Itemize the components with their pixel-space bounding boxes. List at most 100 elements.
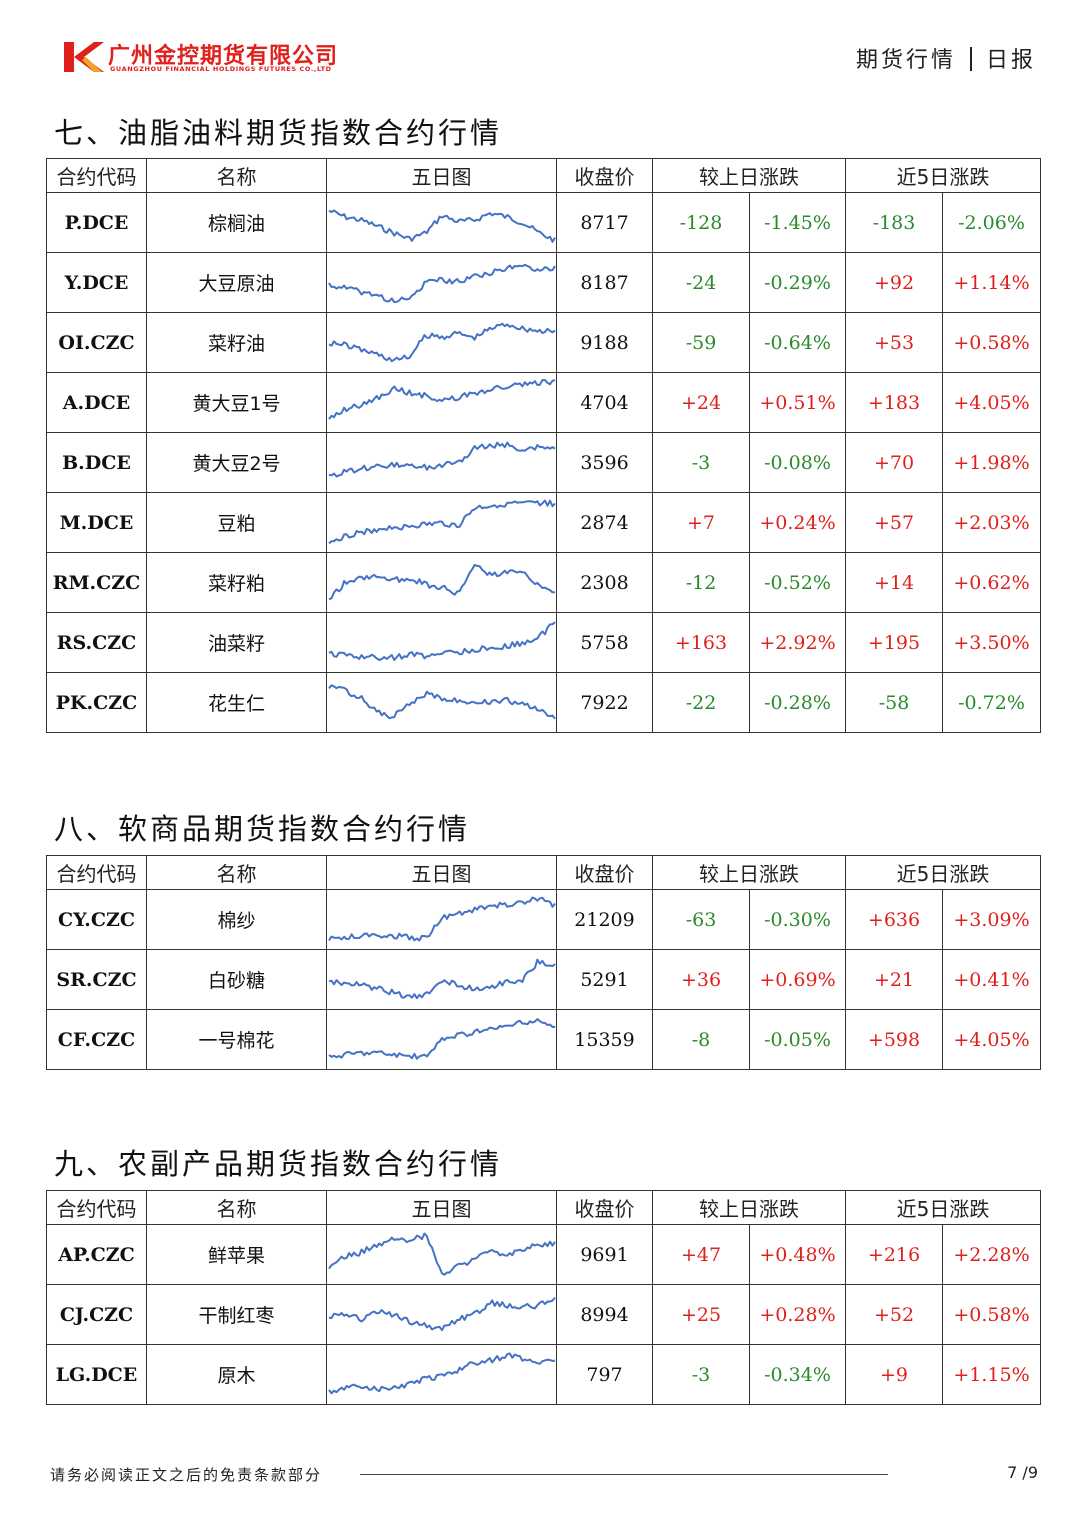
table-row: PK.CZC 花生仁 7922 -22 -0.28% -58 -0.72% bbox=[46, 672, 1042, 733]
five-day-change-percent: +4.05% bbox=[941, 372, 1042, 433]
contract-code: B.DCE bbox=[46, 432, 147, 493]
five-day-change-value: +9 bbox=[845, 1344, 943, 1405]
day-change-value: +36 bbox=[652, 949, 750, 1010]
day-change-value: -12 bbox=[652, 552, 750, 613]
table-row: A.DCE 黄大豆1号 4704 +24 +0.51% +183 +4.05% bbox=[46, 372, 1042, 433]
day-change-value: +163 bbox=[652, 612, 750, 673]
day-change-percent: +0.24% bbox=[749, 492, 846, 553]
five-day-change-value: +52 bbox=[845, 1284, 943, 1345]
contract-name: 菜籽粕 bbox=[146, 552, 327, 613]
five-day-change-value: +636 bbox=[845, 889, 943, 950]
contract-name: 黄大豆1号 bbox=[146, 372, 327, 433]
five-day-change-percent: -2.06% bbox=[941, 192, 1042, 253]
sparkline bbox=[328, 1352, 556, 1395]
five-day-chart bbox=[326, 492, 557, 553]
sparkline-path bbox=[328, 958, 556, 1000]
five-day-change-value: +14 bbox=[845, 552, 943, 613]
company-name-cn: 广州金控期货有限公司 bbox=[108, 44, 339, 69]
contract-code: SR.CZC bbox=[46, 949, 147, 1010]
close-price: 797 bbox=[556, 1344, 653, 1405]
five-day-chart bbox=[326, 672, 557, 733]
close-price: 3596 bbox=[556, 432, 653, 493]
contract-code: CY.CZC bbox=[46, 889, 147, 950]
five-day-chart bbox=[326, 1009, 557, 1070]
disclaimer-note: 请务必阅读正文之后的免责条款部分 bbox=[50, 1466, 323, 1484]
sparkline-path bbox=[328, 322, 556, 363]
contract-name: 大豆原油 bbox=[146, 252, 327, 313]
day-change-value: +25 bbox=[652, 1284, 750, 1345]
table-row: B.DCE 黄大豆2号 3596 -3 -0.08% +70 +1.98% bbox=[46, 432, 1042, 493]
contract-name: 豆粕 bbox=[146, 492, 327, 553]
section-title-oils: 七、油脂油料期货指数合约行情 bbox=[54, 116, 503, 150]
header-divider bbox=[969, 47, 972, 71]
five-day-change-percent: +0.58% bbox=[941, 312, 1042, 373]
close-price: 2308 bbox=[556, 552, 653, 613]
section-title-softs: 八、软商品期货指数合约行情 bbox=[54, 812, 471, 846]
col-day-change: 较上日涨跌 bbox=[652, 1190, 846, 1225]
five-day-chart bbox=[326, 889, 557, 950]
five-day-change-value: +57 bbox=[845, 492, 943, 553]
table-row: RM.CZC 菜籽粕 2308 -12 -0.52% +14 +0.62% bbox=[46, 552, 1042, 613]
day-change-percent: -0.52% bbox=[749, 552, 846, 613]
five-day-change-percent: -0.72% bbox=[941, 672, 1042, 733]
contract-name: 棕榈油 bbox=[146, 192, 327, 253]
company-name-en: GUANGZHOU FINANCIAL HOLDINGS FUTURES CO.… bbox=[110, 65, 332, 73]
col-chart: 五日图 bbox=[326, 158, 557, 193]
quotes-table-softs: 合约代码 名称 五日图 收盘价 较上日涨跌 近5日涨跌 CY.CZC 棉纱 21209 -63 -0… bbox=[46, 855, 1042, 1070]
col-close: 收盘价 bbox=[556, 855, 653, 890]
contract-code: RM.CZC bbox=[46, 552, 147, 613]
five-day-chart bbox=[326, 192, 557, 253]
contract-code: LG.DCE bbox=[46, 1344, 147, 1405]
sparkline-path bbox=[328, 263, 556, 304]
five-day-change-value: -183 bbox=[845, 192, 943, 253]
page-header: 广州金控期货有限公司 GUANGZHOU FINANCIAL HOLDINGS … bbox=[0, 0, 1080, 95]
sparkline-path bbox=[328, 621, 556, 661]
sparkline-path bbox=[328, 1296, 556, 1332]
footer-rule bbox=[360, 1474, 888, 1475]
five-day-change-percent: +0.41% bbox=[941, 949, 1042, 1010]
day-change-value: +24 bbox=[652, 372, 750, 433]
page-number: 7 /9 bbox=[1007, 1463, 1038, 1482]
contract-name: 菜籽油 bbox=[146, 312, 327, 373]
sparkline-path bbox=[328, 896, 556, 942]
contract-code: CF.CZC bbox=[46, 1009, 147, 1070]
col-five-day-change: 近5日涨跌 bbox=[844, 855, 1042, 890]
table-header: 合约代码 名称 五日图 收盘价 较上日涨跌 近5日涨跌 bbox=[46, 1190, 1042, 1225]
day-change-percent: +0.48% bbox=[749, 1224, 846, 1285]
day-change-value: +47 bbox=[652, 1224, 750, 1285]
company-logo: 广州金控期货有限公司 GUANGZHOU FINANCIAL HOLDINGS … bbox=[64, 40, 364, 80]
day-change-percent: -0.28% bbox=[749, 672, 846, 733]
day-change-percent: -0.34% bbox=[749, 1344, 846, 1405]
day-change-value: -63 bbox=[652, 889, 750, 950]
table-row: LG.DCE 原木 797 -3 -0.34% +9 +1.15% bbox=[46, 1344, 1042, 1405]
col-close: 收盘价 bbox=[556, 158, 653, 193]
contract-name: 干制红枣 bbox=[146, 1284, 327, 1345]
quotes-table-agri: 合约代码 名称 五日图 收盘价 较上日涨跌 近5日涨跌 AP.CZC 鲜苹果 9691 +47 +0… bbox=[46, 1190, 1042, 1405]
doc-frequency: 日报 bbox=[985, 48, 1036, 73]
table-row: OI.CZC 菜籽油 9188 -59 -0.64% +53 +0.58% bbox=[46, 312, 1042, 373]
table-row: CF.CZC 一号棉花 15359 -8 -0.05% +598 +4.05% bbox=[46, 1009, 1042, 1070]
col-name: 名称 bbox=[146, 855, 327, 890]
day-change-value: +7 bbox=[652, 492, 750, 553]
sparkline bbox=[328, 263, 556, 304]
day-change-percent: -0.29% bbox=[749, 252, 846, 313]
five-day-chart bbox=[326, 252, 557, 313]
table-header: 合约代码 名称 五日图 收盘价 较上日涨跌 近5日涨跌 bbox=[46, 855, 1042, 890]
contract-code: OI.CZC bbox=[46, 312, 147, 373]
sparkline-path bbox=[328, 564, 556, 601]
col-close: 收盘价 bbox=[556, 1190, 653, 1225]
sparkline bbox=[328, 209, 556, 243]
five-day-chart bbox=[326, 949, 557, 1010]
five-day-change-percent: +4.05% bbox=[941, 1009, 1042, 1070]
day-change-value: -128 bbox=[652, 192, 750, 253]
table-row: Y.DCE 大豆原油 8187 -24 -0.29% +92 +1.14% bbox=[46, 252, 1042, 313]
day-change-value: -24 bbox=[652, 252, 750, 313]
contract-code: P.DCE bbox=[46, 192, 147, 253]
day-change-value: -3 bbox=[652, 1344, 750, 1405]
day-change-percent: +0.51% bbox=[749, 372, 846, 433]
day-change-percent: +2.92% bbox=[749, 612, 846, 673]
sparkline-path bbox=[328, 209, 556, 243]
sparkline bbox=[328, 1232, 556, 1276]
day-change-percent: -0.64% bbox=[749, 312, 846, 373]
sparkline bbox=[328, 322, 556, 363]
